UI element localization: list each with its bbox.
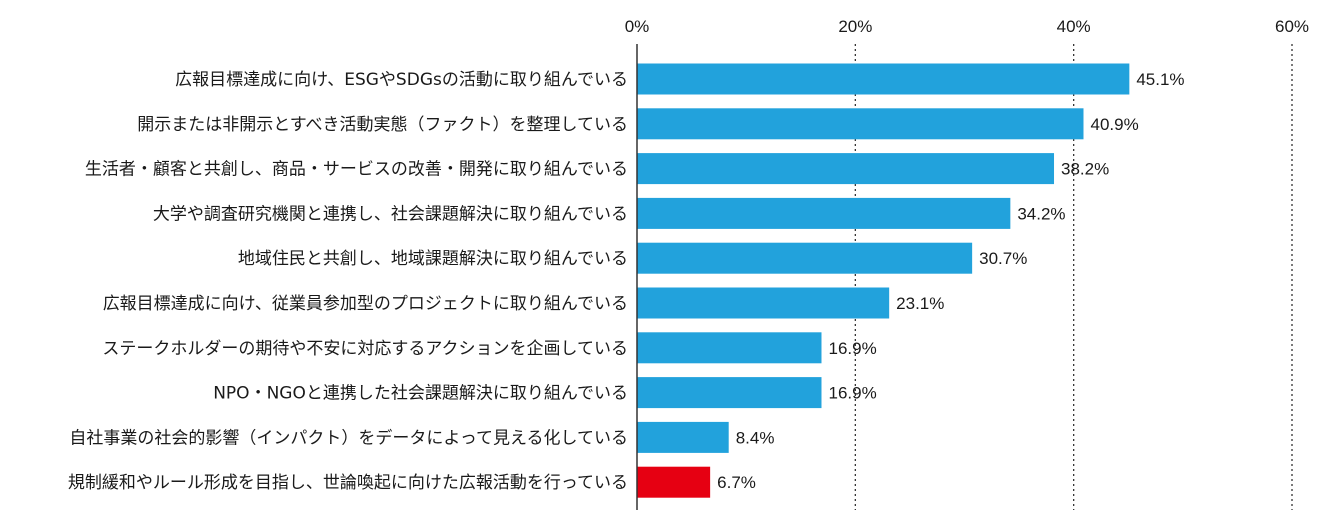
bar (637, 287, 890, 319)
bar (637, 153, 1055, 185)
category-label: 規制緩和やルール形成を目指し、世論喚起に向けた広報活動を行っている (68, 473, 628, 493)
x-tick-label: 20% (838, 17, 872, 36)
value-label: 45.1% (1136, 70, 1184, 89)
value-label: 34.2% (1017, 204, 1065, 223)
bar (637, 63, 1130, 95)
category-label: 広報目標達成に向け、従業員参加型のプロジェクトに取り組んでいる (103, 294, 628, 314)
category-label: 地域住民と共創し、地域課題解決に取り組んでいる (238, 249, 628, 269)
category-labels: 広報目標達成に向け、ESGやSDGsの活動に取り組んでいる開示または非開示とすべ… (68, 70, 628, 493)
bars (637, 63, 1130, 498)
bar (637, 466, 711, 498)
bar (637, 332, 822, 364)
category-label: 大学や調査研究機関と連携し、社会課題解決に取り組んでいる (153, 204, 628, 224)
category-label: 開示または非開示とすべき活動実態（ファクト）を整理している (137, 115, 628, 135)
value-label: 8.4% (736, 428, 775, 447)
value-label: 6.7% (717, 473, 756, 492)
value-label: 23.1% (896, 294, 944, 313)
bar (637, 197, 1011, 229)
bar (637, 421, 729, 453)
bar (637, 108, 1084, 140)
x-tick-label: 0% (625, 17, 650, 36)
category-label: 自社事業の社会的影響（インパクト）をデータによって見える化している (69, 427, 628, 448)
value-labels: 45.1% 40.9% 38.2% 34.2% 30.7% 23.1% 16.9% 16.9%… (717, 70, 1184, 492)
x-tick-label: 60% (1275, 17, 1309, 36)
value-label: 16.9% (828, 384, 876, 403)
value-label: 30.7% (979, 249, 1027, 268)
value-label: 40.9% (1090, 115, 1138, 134)
category-label: ステークホルダーの期待や不安に対応するアクションを企画している (102, 339, 628, 359)
category-label: NPO・NGOと連携した社会課題解決に取り組んでいる (213, 384, 628, 404)
bar (637, 377, 822, 409)
category-label: 広報目標達成に向け、ESGやSDGsの活動に取り組んでいる (175, 70, 628, 90)
value-label: 38.2% (1061, 160, 1109, 179)
x-axis-ticks: 0% 20% 40% 60% (625, 17, 1309, 36)
value-label: 16.9% (828, 339, 876, 358)
x-tick-label: 40% (1057, 17, 1091, 36)
bar (637, 242, 973, 274)
category-label: 生活者・顧客と共創し、商品・サービスの改善・開発に取り組んでいる (85, 160, 628, 180)
